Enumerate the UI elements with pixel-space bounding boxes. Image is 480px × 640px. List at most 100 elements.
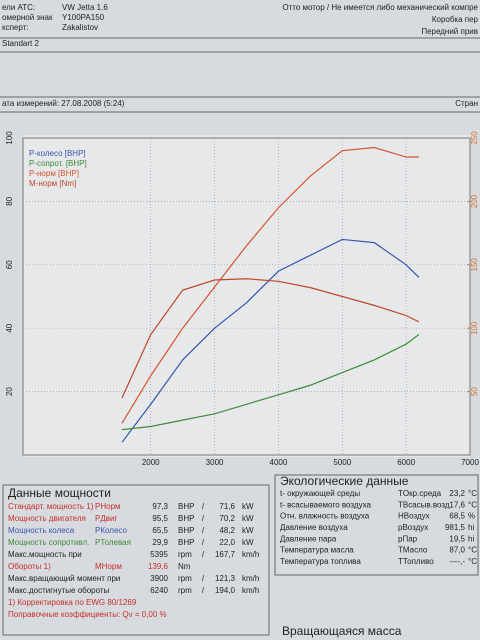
eco-symbol: pВоздух [398, 523, 428, 532]
eco-unit: hi [468, 523, 474, 532]
eco-symbol: TТопливо [398, 557, 434, 566]
power-u2: kW [242, 514, 254, 523]
power-label: Макс.мощность при [8, 550, 82, 559]
power-sep: / [202, 502, 205, 511]
header-key: ели АТС: [2, 3, 35, 12]
power-u1: Nm [178, 562, 191, 571]
power-symbol: MНорм [95, 562, 122, 571]
power-u2: kW [242, 538, 254, 547]
power-label: Макс.достигнутые обороты [8, 586, 110, 595]
program: Standart 2 [2, 39, 39, 48]
eco-unit: °C [468, 546, 477, 555]
header-key: омерной знак [2, 13, 53, 22]
y2-tick-label: 200 [470, 194, 479, 208]
power-v2: 48,2 [219, 526, 235, 535]
power-u1: BHP [178, 526, 194, 535]
eco-unit: °C [468, 500, 477, 509]
power-label: Мощность двигателя [8, 514, 86, 523]
y2-tick-label: 100 [470, 321, 479, 335]
eco-unit: hi [468, 534, 474, 543]
power-v2: 70,2 [219, 514, 235, 523]
power-v1: 65,5 [152, 526, 168, 535]
power-symbol: PКолесо [95, 526, 127, 535]
header-value: VW Jetta 1.6 [62, 3, 108, 12]
header-key: ксперт: [2, 23, 29, 32]
y-tick-label: 100 [5, 131, 14, 145]
series-line [121, 146, 419, 424]
eco-symbol: pПар [398, 534, 418, 543]
x-tick-label: 4000 [270, 458, 288, 467]
eco-value: 23,2 [449, 489, 465, 498]
power-v2: 121,3 [215, 574, 236, 583]
eco-label: t- окружающей среды [280, 489, 360, 498]
x-tick-label: 2000 [142, 458, 160, 467]
series-line [121, 278, 420, 399]
power-u2: km/h [242, 574, 259, 583]
y-tick-label: 80 [5, 196, 14, 205]
x-tick-label: 5000 [333, 458, 351, 467]
eco-symbol: TВсасыв.возд. [398, 500, 452, 509]
eco-label: Отн. влажность воздуха [280, 512, 370, 521]
power-u1: rpm [178, 574, 192, 583]
power-u1: BHP [178, 502, 194, 511]
y-tick-label: 20 [5, 387, 14, 396]
eco-unit: °C [468, 557, 477, 566]
power-symbol: PНорм [95, 502, 121, 511]
power-label: 1) Корректировка по EWG 80/1269 [8, 598, 137, 607]
eco-title: Экологические данные [280, 474, 409, 488]
power-v2: 194,0 [215, 586, 236, 595]
power-sep: / [202, 574, 205, 583]
power-u2: km/h [242, 550, 259, 559]
power-sep: / [202, 538, 205, 547]
legend-label: P-норм [BHP] [29, 169, 79, 178]
power-label: Мощность колеса [8, 526, 75, 535]
power-label: Обороты 1) [8, 562, 51, 571]
eco-label: t- всасываемого воздуха [280, 500, 371, 509]
header-right: Коробка пер [432, 15, 479, 24]
eco-value: 17,6 [449, 500, 465, 509]
power-sep: / [202, 550, 205, 559]
eco-unit: % [468, 512, 475, 521]
power-u1: BHP [178, 514, 194, 523]
power-symbol: PТолевая [95, 538, 131, 547]
header-right: Передний прив [421, 27, 478, 36]
eco-value: 68,5 [449, 512, 465, 521]
plot-frame [22, 137, 471, 456]
power-v2: 22,0 [219, 538, 235, 547]
power-symbol: PДвиг [95, 514, 117, 523]
plot-area [23, 135, 470, 457]
power-label: Стандарт. мощность 1) [8, 502, 94, 511]
power-u1: BHP [178, 538, 194, 547]
footer-title: Вращающаяся масса [282, 624, 402, 638]
power-sep: / [202, 526, 205, 535]
power-v2: 71,6 [219, 502, 235, 511]
y-tick-label: 60 [5, 260, 14, 269]
y2-tick-label: 250 [470, 131, 479, 145]
eco-label: Давление воздуха [280, 523, 348, 532]
power-sep: / [202, 586, 205, 595]
eco-value: 19,5 [449, 534, 465, 543]
eco-label: Давление пара [280, 534, 337, 543]
power-label: Поправочные коэффициенты: Qv = 0,00 % [8, 610, 167, 619]
header-value: Zakalistov [62, 23, 98, 32]
power-v2: 167,7 [215, 550, 236, 559]
power-v1: 139,6 [148, 562, 169, 571]
x-tick-label: 7000 [461, 458, 479, 467]
eco-value: ----,- [449, 557, 465, 566]
page-label: Стран [455, 99, 478, 108]
legend-label: M-норм [Nm] [29, 179, 76, 188]
eco-symbol: TОкр.среда [398, 489, 442, 498]
eco-symbol: TМасло [398, 546, 428, 555]
power-v1: 29,9 [152, 538, 168, 547]
eco-unit: °C [468, 489, 477, 498]
power-v1: 6240 [150, 586, 168, 595]
power-u1: rpm [178, 550, 192, 559]
eco-symbol: HВоздух [398, 512, 430, 521]
header-value: Y100PA150 [62, 13, 105, 22]
power-v1: 5395 [150, 550, 168, 559]
power-u2: kW [242, 526, 254, 535]
series-line [121, 334, 420, 431]
power-v1: 95,5 [152, 514, 168, 523]
